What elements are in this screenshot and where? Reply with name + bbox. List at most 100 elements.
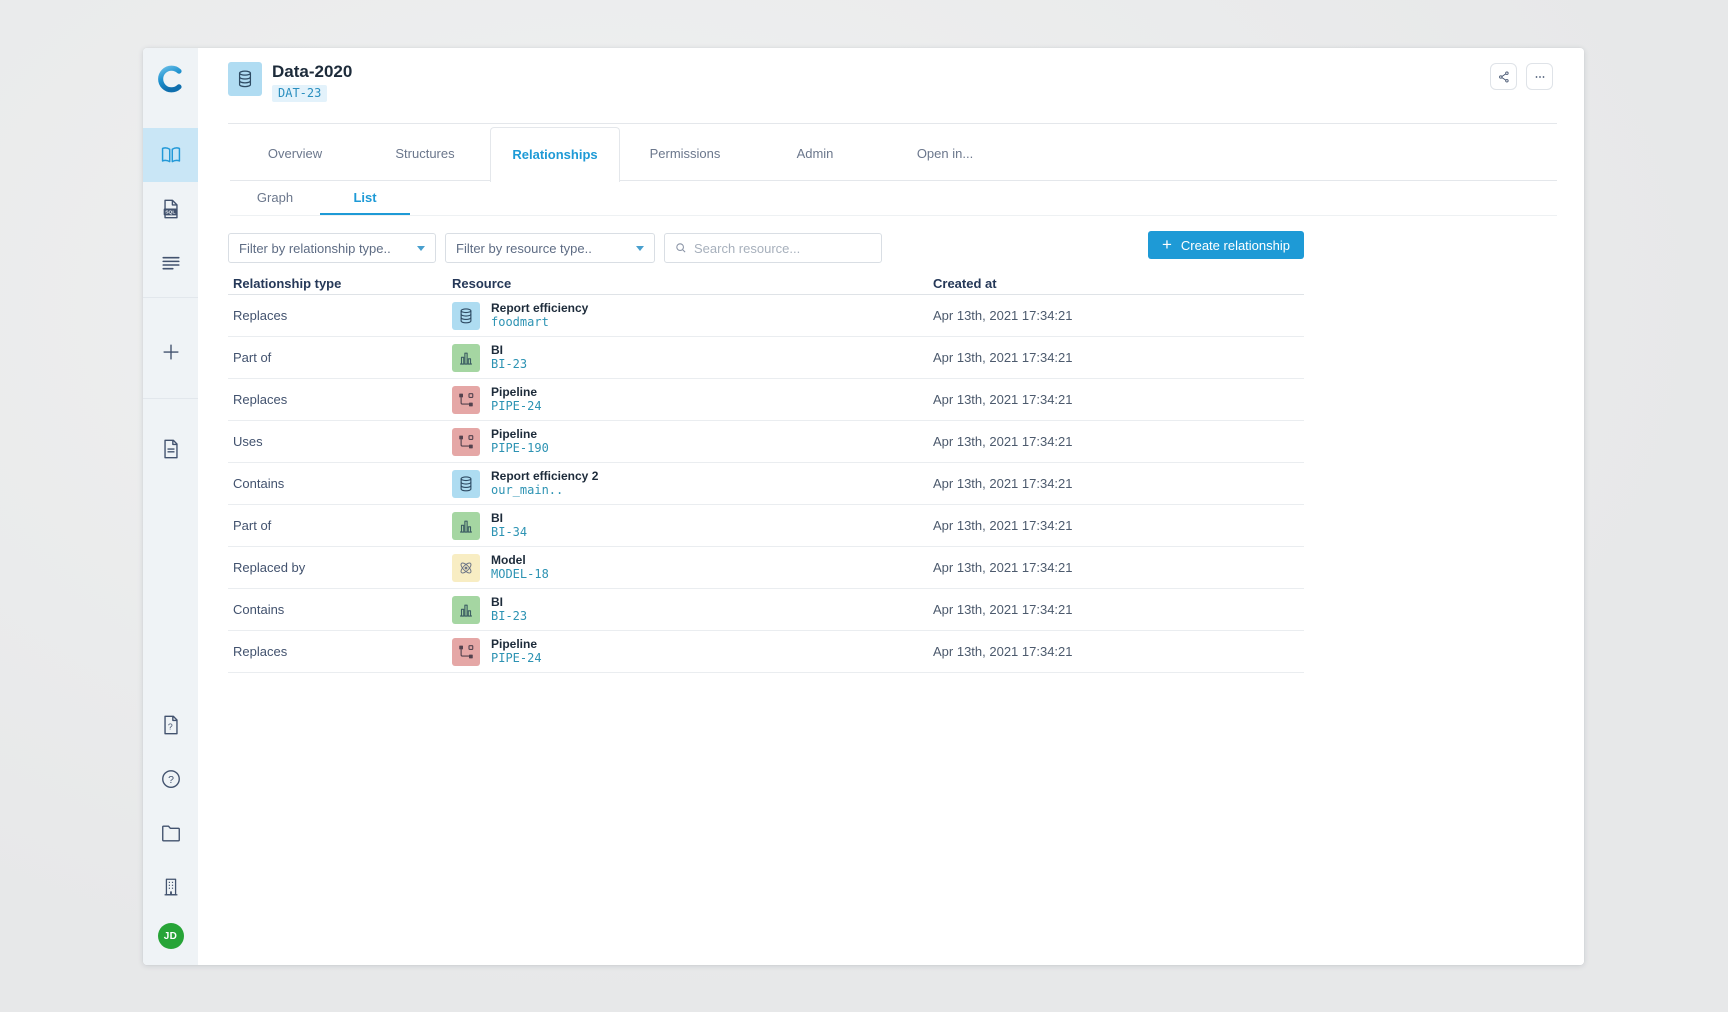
table-row[interactable]: Uses Pipeline PIPE-190 Apr 13th, 2021 17:34… — [228, 421, 1304, 463]
resource-link[interactable]: Report efficiency foodmart — [452, 301, 933, 330]
main-panel: Data-2020 DAT-23 Overview Structures Relat… — [198, 48, 1584, 965]
resource-link[interactable]: Pipeline PIPE-24 — [452, 637, 933, 666]
created-at-cell: Apr 13th, 2021 17:34:21 — [933, 434, 1073, 449]
table-row[interactable]: Replaced by Model MODEL-18 Apr 13th, 2021 1… — [228, 547, 1304, 589]
relationship-type-filter[interactable]: Filter by relationship type.. — [228, 233, 436, 263]
tab-overview[interactable]: Overview — [267, 146, 323, 161]
resource-code: our_main.. — [491, 483, 564, 497]
svg-text:SQL: SQL — [165, 210, 175, 216]
table-row[interactable]: Part of BI BI-34 Apr 13th, 2021 17:34:21 — [228, 505, 1304, 547]
sidebar-item-workspace[interactable] — [143, 806, 198, 860]
sidebar-item-catalog[interactable] — [143, 128, 198, 182]
table-row[interactable]: Contains BI BI-23 Apr 13th, 2021 17:34:21 — [228, 589, 1304, 631]
resource-kind-icon-badge — [452, 301, 480, 330]
resource-kind-icon-badge — [452, 637, 480, 666]
resource-link[interactable]: Model MODEL-18 — [452, 553, 933, 582]
create-relationship-label: Create relationship — [1180, 237, 1290, 253]
resource-type-filter-label: Filter by resource type.. — [456, 240, 592, 256]
resource-search — [664, 233, 882, 263]
resource-type-filter[interactable]: Filter by resource type.. — [445, 233, 655, 263]
resource-kind-icon-badge — [452, 469, 480, 498]
resource-link[interactable]: Report efficiency 2 our_main.. — [452, 469, 933, 498]
resource-code: BI-34 — [491, 525, 528, 539]
sidebar-item-doc-help[interactable]: ? — [143, 698, 198, 752]
table-row[interactable]: Replaces Pipeline PIPE-24 Apr 13th, 2021 17… — [228, 631, 1304, 673]
created-at-cell: Apr 13th, 2021 17:34:21 — [933, 518, 1073, 533]
subtab-graph[interactable]: Graph — [256, 190, 294, 205]
sidebar-item-pages[interactable] — [143, 422, 198, 476]
page-title: Data-2020 — [272, 62, 353, 81]
resource-name: Pipeline — [491, 385, 538, 399]
subtab-bar: Graph List — [230, 183, 1557, 216]
tab-permissions[interactable]: Permissions — [649, 146, 721, 161]
user-avatar[interactable]: JD — [157, 923, 184, 949]
created-at-cell: Apr 13th, 2021 17:34:21 — [933, 308, 1073, 323]
app-logo[interactable] — [153, 60, 189, 98]
sidebar-item-sql-editor[interactable]: SQL — [143, 182, 198, 236]
asset-header: Data-2020 DAT-23 — [228, 62, 352, 102]
created-at-cell: Apr 13th, 2021 17:34:21 — [933, 392, 1073, 407]
relationship-type-cell: Replaces — [233, 308, 288, 323]
resource-name: Report efficiency 2 — [491, 469, 599, 483]
created-at-cell: Apr 13th, 2021 17:34:21 — [933, 560, 1073, 575]
table-row[interactable]: Contains Report efficiency 2 our_main.. Apr… — [228, 463, 1304, 505]
table-row[interactable]: Replaces Pipeline PIPE-24 Apr 13th, 2021 17… — [228, 379, 1304, 421]
search-input[interactable] — [694, 240, 872, 256]
database-icon — [460, 307, 472, 323]
tab-structures[interactable]: Structures — [395, 146, 455, 161]
share-icon — [1498, 71, 1509, 82]
resource-code: MODEL-18 — [491, 567, 549, 581]
relationship-type-cell: Replaces — [233, 392, 288, 407]
resource-kind-icon-badge — [452, 427, 480, 456]
database-icon — [238, 70, 252, 88]
resource-text: BI BI-34 — [491, 511, 527, 540]
resource-text: Pipeline PIPE-24 — [491, 637, 542, 666]
tab-admin[interactable]: Admin — [796, 146, 834, 161]
resource-code: PIPE-190 — [491, 441, 549, 455]
resource-kind-icon-badge — [452, 511, 480, 540]
tab-open-in[interactable]: Open in... — [916, 146, 974, 161]
relationships-table: Relationship type Resource Created at Re… — [228, 273, 1304, 673]
asset-type-icon-badge — [228, 62, 262, 96]
relationship-type-cell: Replaced by — [233, 560, 306, 575]
lines-icon — [161, 256, 180, 270]
sidebar-divider — [143, 398, 198, 399]
asset-header-text: Data-2020 DAT-23 — [272, 62, 352, 102]
more-options-button[interactable] — [1526, 63, 1553, 90]
share-button[interactable] — [1490, 63, 1517, 90]
app-window: SQL ?? JD Data-2020 DAT-23 Overview Struct… — [143, 48, 1584, 965]
table-row[interactable]: Replaces Report efficiency foodmart Apr 13t… — [228, 295, 1304, 337]
resource-link[interactable]: Pipeline PIPE-24 — [452, 385, 933, 414]
resource-link[interactable]: BI BI-23 — [452, 343, 933, 372]
plus-icon — [162, 344, 179, 360]
bar-chart-icon — [460, 604, 472, 617]
building-icon — [164, 878, 177, 896]
svg-text:?: ? — [168, 774, 174, 786]
sidebar-item-add[interactable] — [143, 325, 198, 379]
resource-code: PIPE-24 — [491, 399, 542, 413]
sidebar: SQL ?? JD — [143, 48, 198, 965]
sidebar-item-organization[interactable] — [143, 860, 198, 914]
relationship-type-cell: Uses — [233, 434, 263, 449]
resource-kind-icon-badge — [452, 343, 480, 372]
relationship-type-cell: Part of — [233, 350, 272, 365]
ellipsis-icon — [1535, 75, 1544, 78]
resource-text: Report efficiency 2 our_main.. — [491, 469, 598, 498]
search-icon — [676, 243, 686, 253]
resource-name: Model — [491, 553, 526, 567]
create-relationship-button[interactable]: + Create relationship — [1147, 231, 1304, 259]
table-row[interactable]: Part of BI BI-23 Apr 13th, 2021 17:34:21 — [228, 337, 1304, 379]
resource-name: BI — [491, 343, 503, 357]
tab-relationships[interactable]: Relationships — [490, 127, 620, 182]
resource-kind-icon-badge — [452, 553, 480, 582]
subtab-list[interactable]: List — [320, 183, 410, 215]
resource-link[interactable]: BI BI-23 — [452, 595, 933, 624]
header-actions — [1490, 63, 1553, 90]
folder-icon — [161, 825, 180, 842]
sidebar-item-queries[interactable] — [143, 236, 198, 290]
relationship-type-cell: Replaces — [233, 644, 288, 659]
resource-kind-icon-badge — [452, 595, 480, 624]
sidebar-item-help[interactable]: ? — [143, 752, 198, 806]
resource-link[interactable]: Pipeline PIPE-190 — [452, 427, 933, 456]
resource-link[interactable]: BI BI-34 — [452, 511, 933, 540]
